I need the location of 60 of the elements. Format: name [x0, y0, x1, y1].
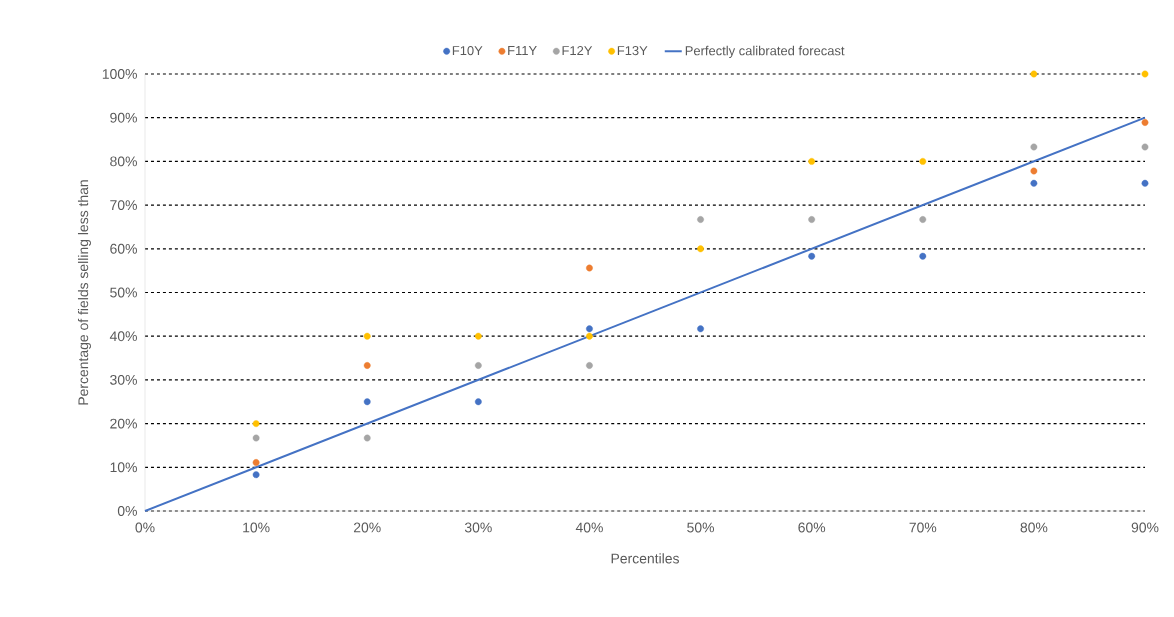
point [1030, 70, 1038, 78]
point [252, 459, 260, 466]
point [363, 398, 371, 406]
point [363, 434, 371, 442]
y-axis-title: Percentage of fields selling less than [77, 180, 91, 405]
point [252, 471, 260, 479]
x-tick-label: 30% [464, 522, 492, 533]
point [252, 434, 260, 442]
point [586, 332, 593, 340]
x-tick-label: 90% [1131, 522, 1159, 533]
y-tick-label: 100% [102, 69, 137, 79]
legend-label: F13Y [617, 45, 648, 56]
legend-label: F12Y [562, 45, 593, 56]
y-tick-label: 60% [110, 243, 137, 254]
point [474, 398, 482, 406]
y-tick-label: 40% [109, 331, 137, 342]
point [586, 264, 593, 272]
point [474, 362, 482, 369]
x-tick-label: 50% [687, 522, 715, 533]
point [1141, 143, 1149, 151]
x-tick-label: 80% [1020, 522, 1048, 533]
point [1030, 179, 1038, 187]
point [1141, 119, 1149, 126]
point [697, 216, 704, 223]
point [808, 158, 816, 165]
point [919, 216, 927, 223]
legend-label: F11Y [508, 46, 537, 55]
legend-label: F10Y [452, 45, 483, 56]
x-tick-label: 20% [353, 522, 381, 533]
point [1141, 70, 1149, 78]
point [586, 362, 593, 369]
point [919, 252, 927, 260]
x-tick-label: 70% [909, 522, 937, 533]
y-tick-label: 90% [110, 112, 137, 123]
y-tick-label: 50% [110, 287, 137, 298]
point [252, 420, 260, 427]
y-tick-label: 30% [110, 374, 137, 385]
point [697, 325, 704, 333]
y-tick-label: 70% [110, 200, 137, 211]
point [586, 325, 593, 333]
point [1030, 143, 1038, 151]
y-tick-label: 20% [110, 418, 137, 429]
point [919, 158, 927, 165]
point [363, 362, 371, 369]
y-tick-label: 80% [110, 156, 137, 167]
point [808, 252, 816, 260]
x-tick-label: 10% [243, 522, 270, 533]
point [1141, 179, 1149, 187]
x-tick-label: 60% [798, 522, 826, 533]
legend-label: Perfectly calibrated forecast [685, 45, 845, 58]
point [363, 332, 371, 340]
x-tick-label: 0% [135, 522, 155, 533]
point [1030, 167, 1038, 175]
y-tick-label: 10% [110, 462, 137, 473]
x-tick-label: 40% [575, 522, 603, 533]
point [474, 332, 482, 340]
y-tick-label: 0% [117, 506, 137, 516]
x-axis-title: Percentiles [611, 553, 679, 564]
point [697, 245, 704, 253]
point [808, 216, 816, 223]
